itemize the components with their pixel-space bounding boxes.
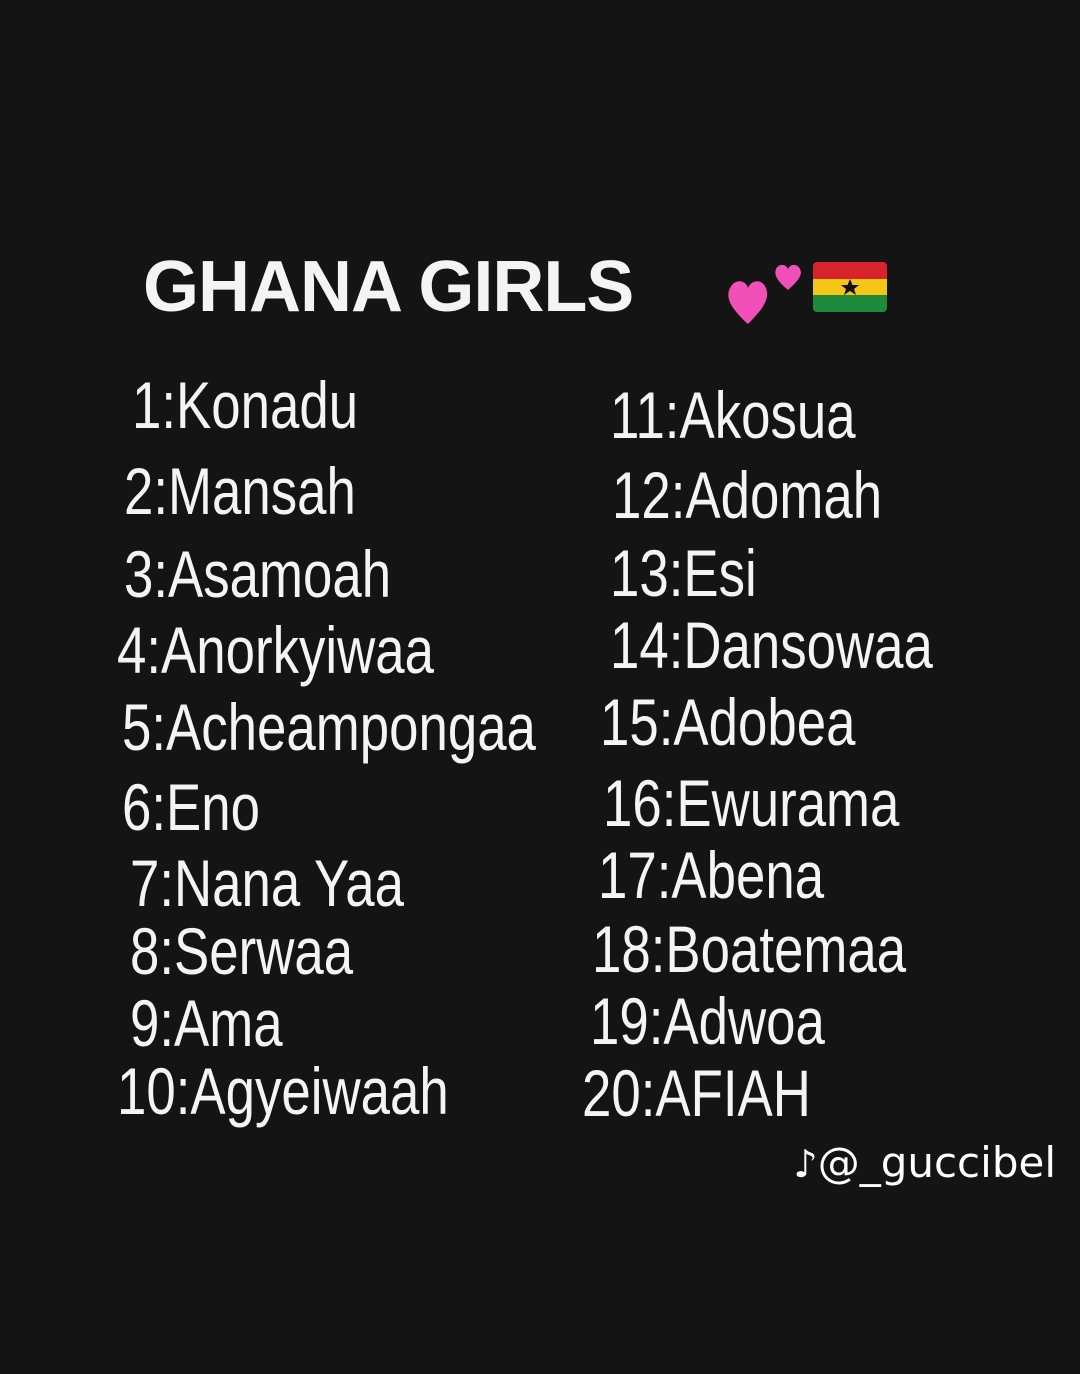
list-item: 6:Eno — [122, 770, 260, 844]
list-item: 1:Konadu — [132, 368, 359, 442]
list-item: 12:Adomah — [612, 458, 883, 532]
list-item: 10:Agyeiwaah — [117, 1054, 449, 1128]
list-item: 3:Asamoah — [124, 537, 392, 611]
list-item: 2:Mansah — [124, 454, 356, 528]
list-item: 5:Acheampongaa — [122, 690, 536, 764]
list-item: 4:Anorkyiwaa — [117, 613, 434, 687]
watermark-handle: @_guccibel — [817, 1138, 1056, 1187]
ghana-flag-icon — [813, 262, 887, 312]
page-title: GHANA GIRLS — [143, 247, 634, 327]
list-item: 15:Adobea — [600, 685, 856, 759]
tiktok-icon: ♪ — [793, 1142, 818, 1186]
watermark: ♪@_guccibel — [793, 1138, 1056, 1187]
two-hearts-icon — [728, 264, 801, 324]
list-item: 16:Ewurama — [603, 766, 900, 840]
list-item: 18:Boatemaa — [592, 912, 907, 986]
list-item: 14:Dansowaa — [610, 608, 933, 682]
list-item: 8:Serwaa — [130, 914, 354, 988]
list-item: 7:Nana Yaa — [130, 846, 405, 920]
list-item: 20:AFIAH — [582, 1056, 811, 1130]
list-item: 11:Akosua — [610, 378, 856, 452]
list-item: 9:Ama — [130, 986, 283, 1060]
list-item: 13:Esi — [610, 536, 757, 610]
list-item: 19:Adwoa — [590, 984, 825, 1058]
list-item: 17:Abena — [598, 838, 825, 912]
